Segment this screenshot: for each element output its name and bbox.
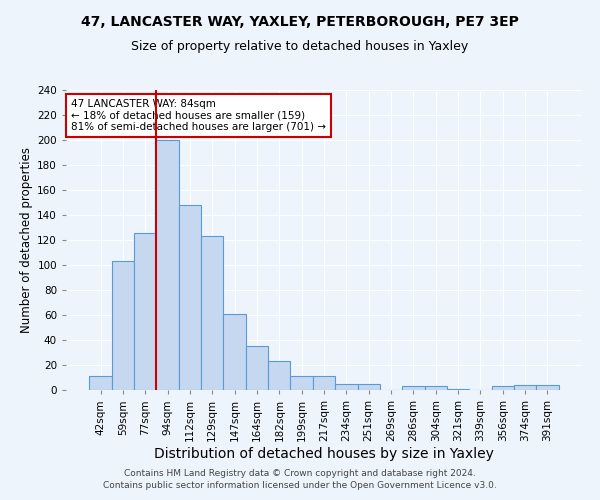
Bar <box>134 232 157 390</box>
Bar <box>514 385 536 390</box>
Bar <box>402 386 425 390</box>
X-axis label: Distribution of detached houses by size in Yaxley: Distribution of detached houses by size … <box>154 446 494 460</box>
Text: Size of property relative to detached houses in Yaxley: Size of property relative to detached ho… <box>131 40 469 53</box>
Bar <box>313 376 335 390</box>
Text: 47 LANCASTER WAY: 84sqm
← 18% of detached houses are smaller (159)
81% of semi-d: 47 LANCASTER WAY: 84sqm ← 18% of detache… <box>71 99 326 132</box>
Bar <box>112 261 134 390</box>
Bar <box>268 361 290 390</box>
Bar <box>447 389 469 390</box>
Bar <box>179 205 201 390</box>
Y-axis label: Number of detached properties: Number of detached properties <box>20 147 33 333</box>
Bar <box>536 385 559 390</box>
Bar <box>201 236 223 390</box>
Bar <box>89 376 112 390</box>
Bar <box>491 386 514 390</box>
Bar <box>290 376 313 390</box>
Bar <box>358 384 380 390</box>
Bar <box>157 140 179 390</box>
Text: 47, LANCASTER WAY, YAXLEY, PETERBOROUGH, PE7 3EP: 47, LANCASTER WAY, YAXLEY, PETERBOROUGH,… <box>81 15 519 29</box>
Text: Contains HM Land Registry data © Crown copyright and database right 2024.
Contai: Contains HM Land Registry data © Crown c… <box>103 468 497 490</box>
Bar <box>223 314 246 390</box>
Bar <box>246 346 268 390</box>
Bar <box>335 384 358 390</box>
Bar <box>425 386 447 390</box>
